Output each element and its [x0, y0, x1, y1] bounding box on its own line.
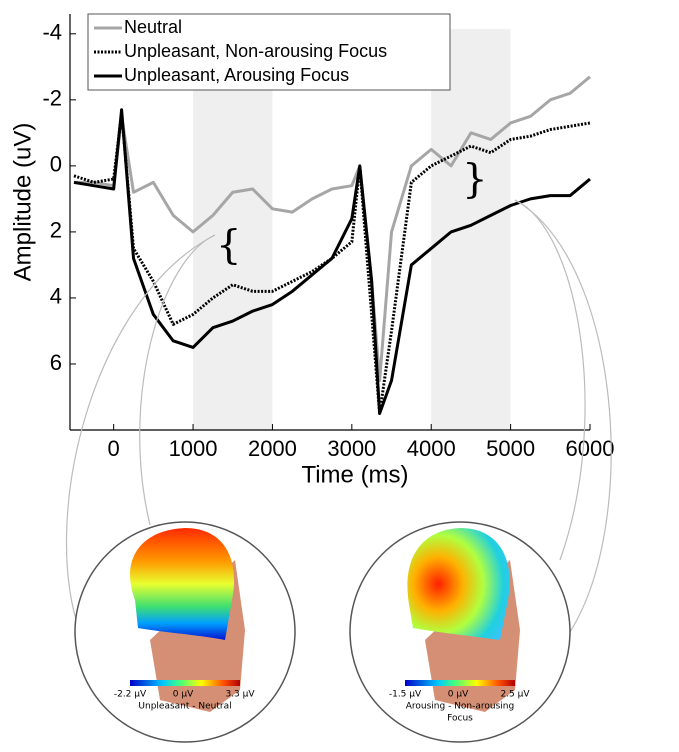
colorbar-mid: 0 µV	[173, 690, 194, 700]
topomap-caption: Unpleasant - Neutral	[138, 702, 231, 712]
connector	[514, 199, 612, 633]
colorbar-min: -2.2 µV	[114, 690, 147, 700]
series-line	[73, 75, 591, 382]
y-tick-label: 2	[50, 218, 62, 243]
colorbar-max: 2.5 µV	[500, 690, 530, 700]
y-tick-label: 4	[50, 284, 62, 309]
annotation: }	[462, 156, 487, 202]
legend-label: Unpleasant, Non-arousing Focus	[124, 41, 387, 61]
y-axis-label: Amplitude (uV)	[9, 123, 36, 282]
connector	[139, 234, 216, 526]
connector	[65, 234, 216, 633]
colorbar-max: 3.3 µV	[225, 690, 255, 700]
series-line	[73, 111, 591, 415]
y-tick-label: 6	[50, 350, 62, 375]
shaded-region	[431, 29, 511, 430]
plot: -4 -2 0 2 4 6 0 1000 2000 3000 4000 5000 6000 Time (m…	[9, 13, 615, 488]
x-tick-label: 1000	[169, 436, 218, 461]
x-tick-label: 4000	[407, 436, 456, 461]
scalp	[130, 528, 235, 640]
annotation: {	[216, 222, 241, 268]
colorbar-mid: 0 µV	[448, 690, 469, 700]
connector	[514, 199, 586, 561]
topomap-panel	[74, 521, 296, 743]
x-tick-label: 5000	[486, 436, 535, 461]
series-line	[73, 108, 591, 415]
y-tick-label: 0	[50, 152, 62, 177]
topomap-panel	[349, 521, 571, 743]
x-tick-label: 6000	[566, 436, 615, 461]
legend-box	[87, 13, 451, 91]
topomap-caption: Arousing - Non-arousing	[406, 702, 514, 712]
topomap-caption: Focus	[447, 714, 473, 724]
colorbar-min: -1.5 µV	[389, 690, 422, 700]
legend-label: Neutral	[124, 17, 182, 37]
shaded-region	[193, 29, 273, 430]
x-tick-label: 3000	[327, 436, 376, 461]
scalp	[407, 528, 510, 640]
y-tick-label: -4	[42, 20, 62, 45]
colorbar	[405, 680, 515, 686]
x-tick-label: 0	[108, 436, 120, 461]
y-tick-label: -2	[42, 86, 62, 111]
x-tick-label: 2000	[248, 436, 297, 461]
legend-label: Unpleasant, Arousing Focus	[124, 65, 349, 85]
x-axis-label: Time (ms)	[301, 461, 408, 488]
colorbar	[130, 680, 240, 686]
connectors	[65, 199, 612, 633]
